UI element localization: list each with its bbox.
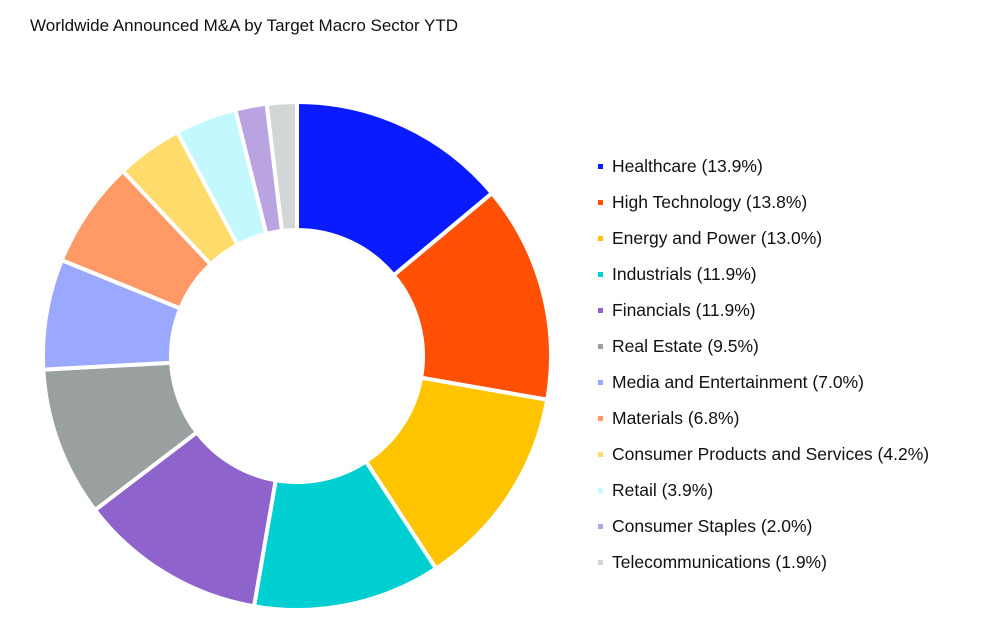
legend-label: High Technology (13.8%) <box>612 191 808 212</box>
legend-label: Retail (3.9%) <box>612 479 714 500</box>
legend-label: Consumer Products and Services (4.2%) <box>612 443 930 464</box>
legend-label: Energy and Power (13.0%) <box>612 227 823 248</box>
legend-label: Financials (11.9%) <box>612 299 756 320</box>
legend-swatch <box>598 487 603 493</box>
donut-slice-1 <box>390 190 553 403</box>
legend-item: Financials (11.9%) <box>598 292 929 328</box>
legend-item: Healthcare (13.9%) <box>598 148 929 184</box>
legend-label: Real Estate (9.5%) <box>612 335 759 356</box>
legend-label: Industrials (11.9%) <box>612 263 757 284</box>
legend-swatch <box>598 523 603 529</box>
donut-chart <box>43 99 553 610</box>
legend-item: Consumer Products and Services (4.2%) <box>598 436 929 472</box>
legend-item: Consumer Staples (2.0%) <box>598 508 929 544</box>
legend-item: Industrials (11.9%) <box>598 256 929 292</box>
legend-label: Materials (6.8%) <box>612 407 740 428</box>
legend-swatch <box>598 235 603 241</box>
chart-title: Worldwide Announced M&A by Target Macro … <box>30 16 459 35</box>
legend-swatch <box>598 307 603 313</box>
legend-item: Telecommunications (1.9%) <box>598 544 929 580</box>
legend-label: Consumer Staples (2.0%) <box>612 515 813 536</box>
legend: Healthcare (13.9%) High Technology (13.8%… <box>598 148 929 580</box>
legend-item: Materials (6.8%) <box>598 400 929 436</box>
legend-label: Telecommunications (1.9%) <box>612 551 827 572</box>
legend-swatch <box>598 379 603 385</box>
legend-item: Real Estate (9.5%) <box>598 328 929 364</box>
legend-item: Energy and Power (13.0%) <box>598 220 929 256</box>
legend-swatch <box>598 199 603 205</box>
legend-swatch <box>598 163 603 169</box>
legend-item: Media and Entertainment (7.0%) <box>598 364 929 400</box>
legend-item: High Technology (13.8%) <box>598 184 929 220</box>
legend-item: Retail (3.9%) <box>598 472 929 508</box>
legend-swatch <box>598 271 603 277</box>
legend-swatch <box>598 343 603 349</box>
legend-swatch <box>598 559 603 565</box>
legend-label: Healthcare (13.9%) <box>612 155 763 176</box>
legend-label: Media and Entertainment (7.0%) <box>612 371 864 392</box>
legend-swatch <box>598 451 603 457</box>
donut-slice-11 <box>264 99 299 234</box>
legend-swatch <box>598 415 603 421</box>
